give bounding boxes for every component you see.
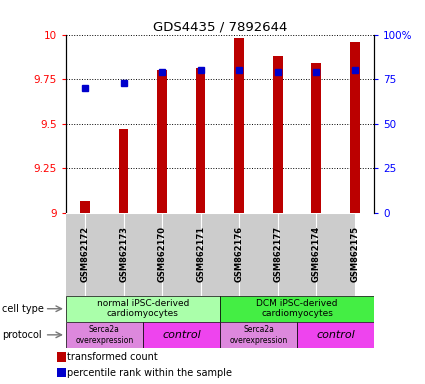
Text: DCM iPSC-derived
cardiomyocytes: DCM iPSC-derived cardiomyocytes — [256, 299, 338, 318]
Bar — [66, 296, 220, 322]
Text: Serca2a
overexpression: Serca2a overexpression — [230, 325, 288, 344]
Bar — [220, 296, 374, 322]
Bar — [312, 63, 321, 213]
Bar — [220, 322, 297, 348]
Bar — [124, 213, 162, 296]
Bar — [80, 200, 90, 213]
Text: control: control — [316, 330, 355, 340]
Text: GSM862175: GSM862175 — [350, 226, 359, 283]
Bar — [66, 322, 143, 348]
Text: GSM862172: GSM862172 — [81, 226, 90, 283]
Bar — [273, 56, 283, 213]
Text: GSM862177: GSM862177 — [273, 227, 282, 282]
Bar — [234, 38, 244, 213]
Bar — [57, 368, 66, 377]
Text: cell type: cell type — [2, 304, 44, 314]
Text: control: control — [162, 330, 201, 340]
Text: GSM862176: GSM862176 — [235, 226, 244, 283]
Bar — [278, 213, 316, 296]
Text: Serca2a
overexpression: Serca2a overexpression — [75, 325, 133, 344]
Bar — [162, 213, 201, 296]
Bar — [47, 213, 85, 296]
Bar — [201, 213, 239, 296]
Text: GSM862174: GSM862174 — [312, 226, 321, 283]
Bar — [57, 353, 66, 362]
Bar — [157, 70, 167, 213]
Text: protocol: protocol — [2, 330, 42, 340]
Text: GSM862171: GSM862171 — [196, 226, 205, 283]
Text: percentile rank within the sample: percentile rank within the sample — [67, 368, 232, 378]
Bar — [119, 129, 128, 213]
Bar — [350, 42, 360, 213]
Bar — [316, 213, 355, 296]
Bar — [297, 322, 374, 348]
Title: GDS4435 / 7892644: GDS4435 / 7892644 — [153, 20, 287, 33]
Bar — [85, 213, 124, 296]
Text: GSM862170: GSM862170 — [158, 227, 167, 282]
Text: GSM862173: GSM862173 — [119, 227, 128, 282]
Text: normal iPSC-derived
cardiomyocytes: normal iPSC-derived cardiomyocytes — [97, 299, 189, 318]
Text: transformed count: transformed count — [67, 352, 158, 362]
Bar — [196, 68, 206, 213]
Bar — [143, 322, 220, 348]
Bar — [239, 213, 278, 296]
